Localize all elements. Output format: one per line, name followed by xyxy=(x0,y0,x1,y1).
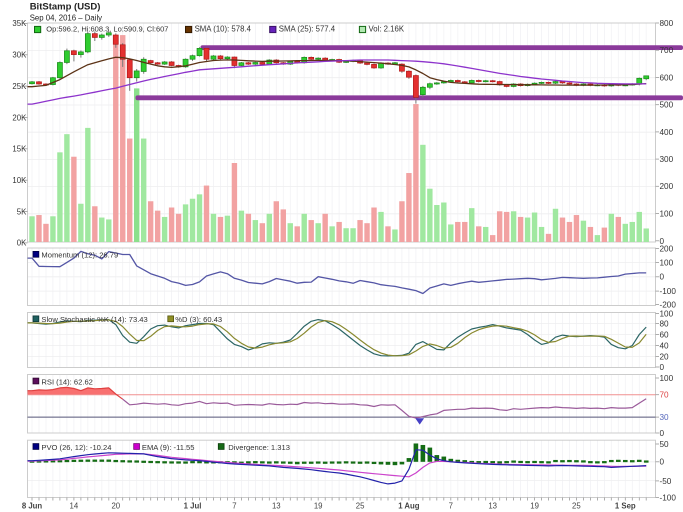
svg-text:19: 19 xyxy=(314,502,323,511)
svg-text:25K: 25K xyxy=(12,82,27,91)
svg-text:Sep 04, 2016 – Daily: Sep 04, 2016 – Daily xyxy=(30,13,102,22)
svg-text:600: 600 xyxy=(660,73,674,82)
svg-text:-50: -50 xyxy=(660,477,672,486)
svg-text:RSI (14): 62.62: RSI (14): 62.62 xyxy=(41,377,93,386)
svg-text:300: 300 xyxy=(660,155,674,164)
svg-text:40: 40 xyxy=(660,341,670,350)
svg-text:0K: 0K xyxy=(17,239,27,248)
svg-text:500: 500 xyxy=(660,101,674,110)
svg-text:Slow Stochastic %K (14): 73.43: Slow Stochastic %K (14): 73.43 xyxy=(41,315,147,324)
svg-text:7: 7 xyxy=(232,502,236,511)
svg-text:20K: 20K xyxy=(12,113,27,122)
svg-text:60: 60 xyxy=(660,330,670,339)
svg-text:10K: 10K xyxy=(12,176,27,185)
svg-text:0: 0 xyxy=(660,273,665,282)
svg-text:SMA (25): 577.4: SMA (25): 577.4 xyxy=(279,25,336,34)
svg-text:50: 50 xyxy=(660,440,670,449)
svg-text:Vol: 2.16K: Vol: 2.16K xyxy=(369,25,405,34)
svg-text:100: 100 xyxy=(660,258,674,267)
svg-text:0: 0 xyxy=(660,429,665,438)
svg-text:-100: -100 xyxy=(660,493,677,502)
svg-text:1 Sep: 1 Sep xyxy=(615,502,636,511)
svg-text:100: 100 xyxy=(660,309,674,318)
svg-text:80: 80 xyxy=(660,319,670,328)
svg-text:0: 0 xyxy=(660,458,665,467)
svg-text:800: 800 xyxy=(660,19,674,28)
svg-text:30K: 30K xyxy=(12,51,27,60)
svg-text:15K: 15K xyxy=(12,145,27,154)
svg-text:30: 30 xyxy=(660,413,670,422)
svg-text:70: 70 xyxy=(660,391,670,400)
svg-text:EMA (9): -11.55: EMA (9): -11.55 xyxy=(142,443,195,452)
svg-text:-200: -200 xyxy=(660,300,677,309)
svg-text:13: 13 xyxy=(272,502,281,511)
svg-text:7: 7 xyxy=(449,502,453,511)
svg-text:SMA (10): 578.4: SMA (10): 578.4 xyxy=(195,25,252,34)
svg-text:1 Aug: 1 Aug xyxy=(398,502,420,511)
svg-text:0: 0 xyxy=(660,363,665,372)
svg-text:8 Jun: 8 Jun xyxy=(22,502,43,511)
svg-text:Op:596.2, Hi:608.3, Lo:590.9,: Op:596.2, Hi:608.3, Lo:590.9, Cl:607 xyxy=(46,25,168,34)
svg-text:20: 20 xyxy=(111,502,120,511)
svg-text:35K: 35K xyxy=(12,19,27,28)
svg-text:700: 700 xyxy=(660,46,674,55)
svg-text:100: 100 xyxy=(660,374,674,383)
svg-text:0: 0 xyxy=(660,237,665,246)
svg-text:25: 25 xyxy=(356,502,365,511)
svg-text:13: 13 xyxy=(488,502,497,511)
svg-text:19: 19 xyxy=(530,502,539,511)
svg-text:%D (3): 60.43: %D (3): 60.43 xyxy=(175,315,222,324)
svg-text:1 Jul: 1 Jul xyxy=(184,502,202,511)
svg-text:400: 400 xyxy=(660,128,674,137)
svg-text:200: 200 xyxy=(660,182,674,191)
svg-text:PVO (26, 12): -10.24: PVO (26, 12): -10.24 xyxy=(41,443,111,452)
svg-text:25: 25 xyxy=(572,502,581,511)
svg-text:-100: -100 xyxy=(660,287,677,296)
svg-text:100: 100 xyxy=(660,209,674,218)
svg-text:Divergence: 1.313: Divergence: 1.313 xyxy=(228,443,290,452)
svg-text:BitStamp (USD): BitStamp (USD) xyxy=(30,1,101,12)
svg-text:20: 20 xyxy=(660,352,670,361)
svg-text:Momentum (12): 26.79: Momentum (12): 26.79 xyxy=(41,251,118,260)
svg-text:200: 200 xyxy=(660,244,674,253)
svg-text:5K: 5K xyxy=(17,207,27,216)
svg-text:14: 14 xyxy=(70,502,79,511)
